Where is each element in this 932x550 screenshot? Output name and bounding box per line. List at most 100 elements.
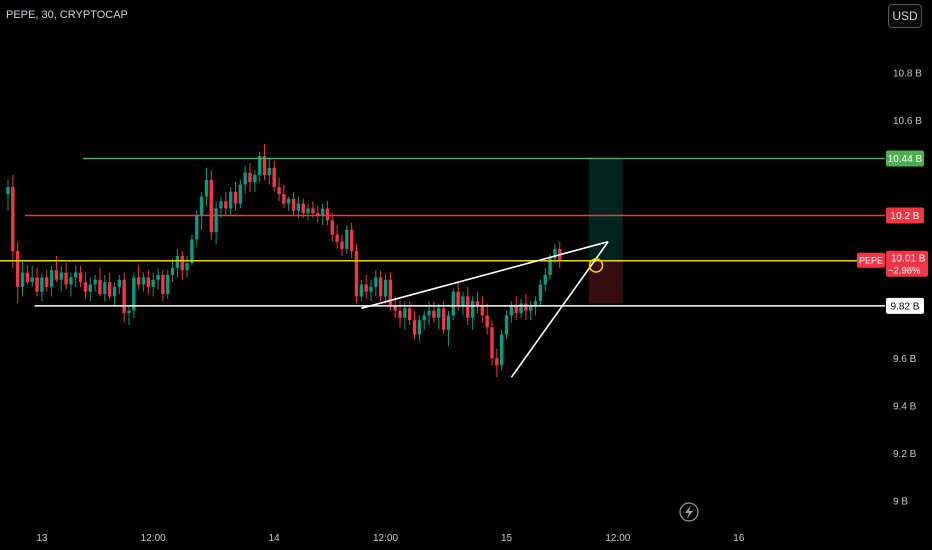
candle-body [403,308,407,318]
candle-body [175,255,180,268]
candle-body [69,277,73,285]
position-zones [588,158,623,304]
candle-body [364,284,368,292]
candle-body [199,196,204,216]
time-tick-label: 12:00 [373,533,398,544]
candle-body [432,310,436,318]
price-tick-label: 10.8 B [893,68,922,79]
horizontal-levels [0,157,885,307]
candle-body [325,208,330,221]
candle-body [359,284,364,297]
level-price-text: 10.2 B [891,211,920,222]
candle-body [529,305,533,311]
candle-body [141,277,146,285]
candle-body [257,156,262,176]
candle-body [88,284,92,292]
price-axis[interactable]: 9 B 9.2 B 9.4 B 9.6 B 10.6 B 10.8 B [893,68,922,507]
candle-body [485,315,489,328]
candle-body [524,303,528,311]
candle-body [349,229,354,252]
candle-body [383,279,388,297]
candle-body [267,167,272,176]
level-price-text: 10.44 B [888,154,923,165]
candle-body [93,279,97,285]
candle-body [122,279,126,314]
candle-body [398,310,402,318]
candle-body [282,194,286,204]
time-tick-label: 12:00 [605,533,630,544]
candle-body [495,358,499,366]
candle-body [54,270,59,280]
candle-body [553,248,557,259]
candle-body [209,179,213,233]
candle-body [422,315,426,321]
candle-body [74,272,78,278]
candle-body [499,334,504,366]
candle-body [509,305,514,316]
candle-body [291,198,296,211]
candle-body [369,286,373,292]
time-tick-label: 16 [733,533,745,544]
trendline [361,240,609,310]
candle-body [533,301,538,306]
candle-body [224,201,228,209]
candles [6,144,562,378]
candle-body [214,208,218,233]
candle-body [132,277,136,311]
candle-body [180,255,184,271]
candle-body [427,310,431,316]
candle-body [408,308,412,321]
candle-body [466,296,470,318]
price-change-value: −2.98% [888,266,921,277]
candle-body [64,272,68,285]
candle-body [490,327,494,359]
time-tick-label: 13 [36,533,48,544]
candle-body [45,277,49,287]
candle-body [83,282,88,292]
candle-body [287,198,291,204]
time-tick-label: 14 [269,533,281,544]
symbol-tag [857,252,885,268]
time-tick-label: 15 [501,533,513,544]
level-price-tag [886,207,924,224]
candle-body [136,277,141,285]
candle-body [219,201,223,209]
candle-body [335,234,339,242]
lightning-icon[interactable] [679,502,699,522]
candle-body [238,184,243,204]
candle-body [243,172,247,185]
candle-body [156,275,160,280]
candle-body [378,277,383,297]
candle-body [412,320,417,335]
candle-body [170,267,175,275]
candle-body [301,203,305,214]
candle-body [277,186,281,195]
trendline [510,241,609,378]
candle-body [190,239,194,264]
time-tick-label: 12:00 [141,533,166,544]
candle-body [35,277,39,292]
candle-body [40,277,44,292]
currency-button[interactable]: USD [888,4,922,28]
candle-body [330,220,334,235]
trendlines [361,240,609,378]
candle-body [107,282,112,297]
candle-body [248,172,252,183]
price-tick-label: 9.6 B [893,354,917,365]
level-price-tag [886,150,924,167]
profit-zone [588,158,623,261]
candle-body [475,301,480,306]
current-price-value: 10.01 B [891,254,926,265]
candle-body [30,277,34,283]
price-tick-label: 9.4 B [893,401,917,412]
candle-body [146,277,151,287]
candle-body [296,203,301,211]
candle-body [98,279,102,295]
candle-body [127,310,131,314]
candle-body [151,279,155,287]
time-axis[interactable]: 13 12:00 14 12:00 15 12:00 16 [36,533,745,544]
candle-body [451,291,455,316]
candle-body [504,315,509,335]
candle-body [441,308,446,330]
